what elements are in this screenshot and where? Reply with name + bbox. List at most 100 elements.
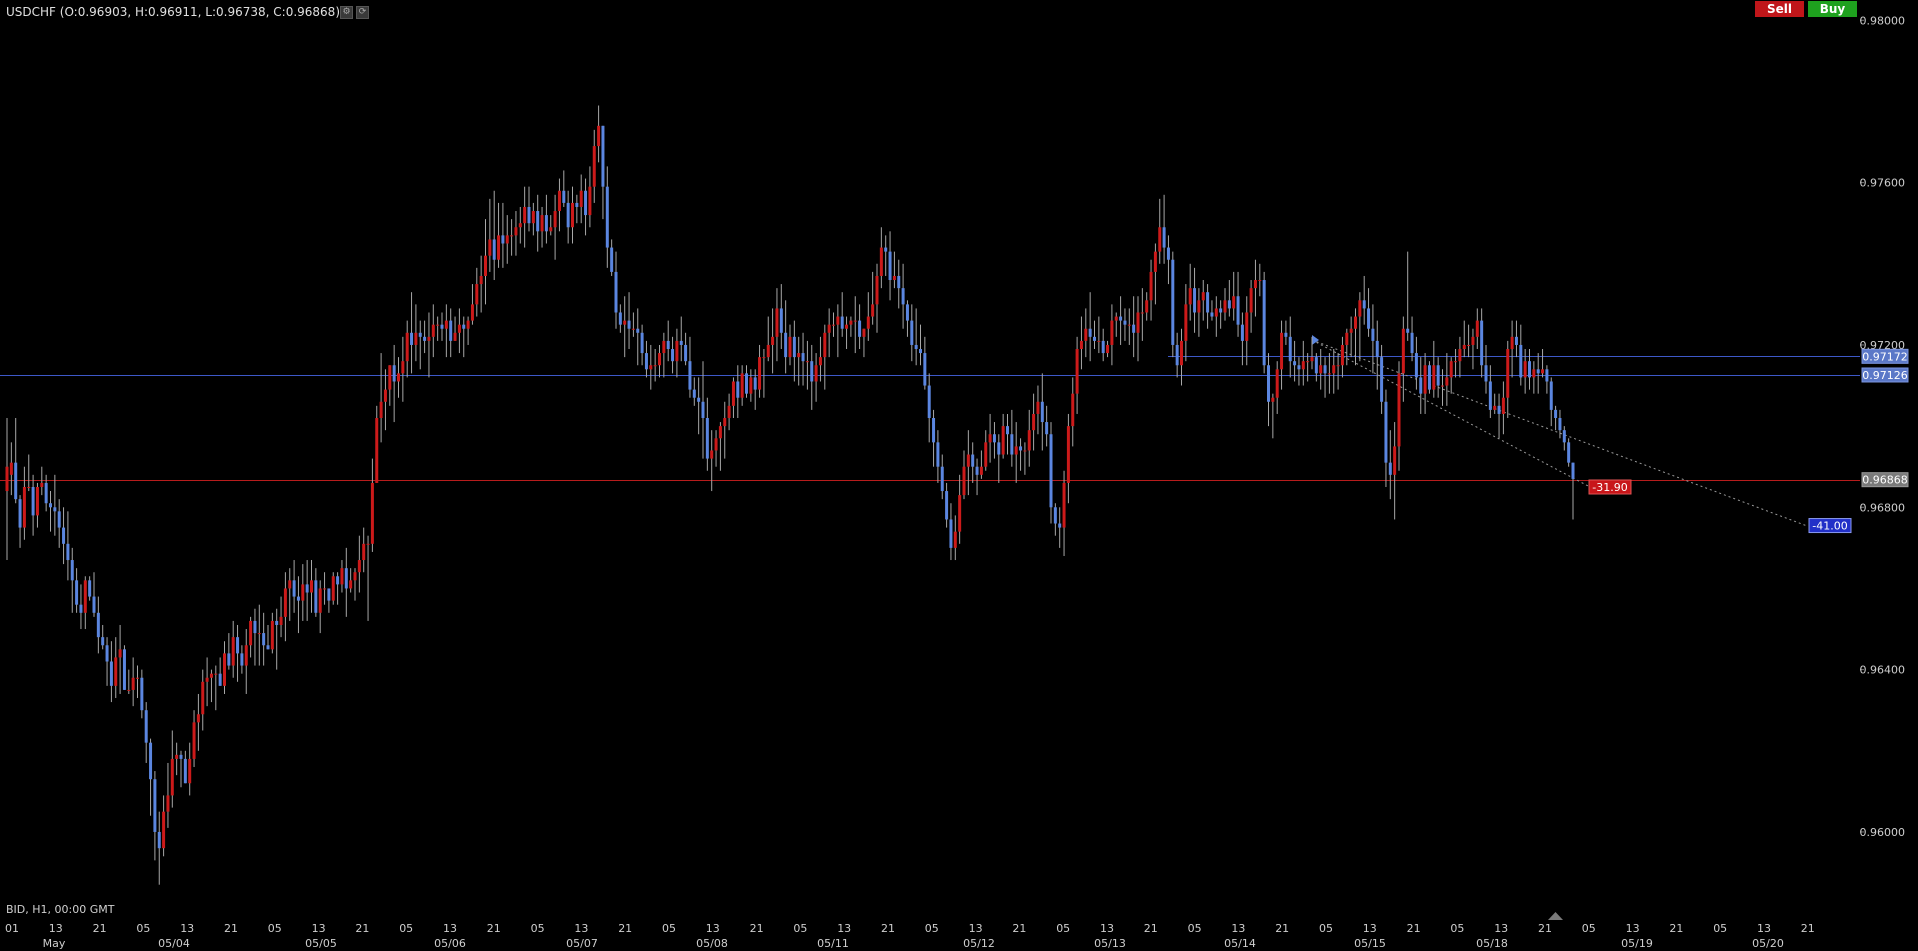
candle-body: [588, 186, 592, 216]
x-date-tick-label: 05/12: [963, 937, 995, 950]
candle-body: [275, 620, 279, 625]
candle-body: [762, 357, 766, 359]
candle-body: [1549, 381, 1553, 410]
candle-body: [562, 190, 566, 203]
candle-body: [1319, 365, 1323, 374]
candle-body: [453, 332, 457, 341]
candle-body: [436, 324, 440, 326]
candle-body: [927, 385, 931, 419]
candle-body: [553, 211, 557, 228]
candle-body: [727, 405, 731, 419]
x-hour-tick-label: 21: [1144, 922, 1158, 935]
candle-body: [714, 438, 718, 451]
candle-body: [340, 568, 344, 585]
candle-body: [1332, 365, 1336, 374]
x-date-tick-label: 05/05: [305, 937, 337, 950]
x-hour-tick-label: 21: [1538, 922, 1552, 935]
sell-button[interactable]: Sell: [1755, 1, 1804, 17]
x-hour-tick-label: 05: [1582, 922, 1596, 935]
x-hour-tick-label: 21: [1012, 922, 1026, 935]
candle-body: [101, 637, 105, 646]
candle-body: [288, 580, 292, 589]
anchor-marker-icon: [1312, 335, 1319, 345]
measure-badge: [1808, 518, 1852, 534]
candle-body: [1175, 344, 1179, 366]
candle-body: [188, 758, 192, 784]
candle-body: [236, 637, 240, 654]
candle-body: [14, 462, 18, 500]
candle-body: [1162, 227, 1166, 248]
candle-body: [1145, 300, 1149, 313]
candle-body: [605, 186, 609, 248]
price-level-tag: [1861, 367, 1909, 383]
candle-body: [1166, 247, 1170, 260]
candle-body: [1336, 365, 1340, 367]
candle-body: [801, 353, 805, 362]
candle-body: [5, 466, 9, 492]
candle-body: [144, 710, 148, 743]
candle-body: [988, 434, 992, 443]
candle-body: [710, 450, 714, 459]
candle-body: [1075, 349, 1079, 394]
x-date-tick-label: 05/15: [1354, 937, 1386, 950]
candle-body: [623, 320, 627, 325]
candle-body: [1158, 227, 1162, 252]
x-hour-tick-label: 13: [1626, 922, 1640, 935]
candle-body: [18, 499, 22, 528]
candle-body: [457, 324, 461, 333]
candle-body: [1253, 280, 1257, 289]
candle-body: [223, 653, 226, 686]
candle-body: [940, 466, 944, 492]
candle-body: [514, 227, 518, 236]
candle-body: [388, 365, 392, 390]
candle-body: [136, 677, 139, 679]
candle-body: [1493, 405, 1497, 410]
x-hour-tick-label: 13: [837, 922, 851, 935]
candle-body: [57, 511, 61, 528]
candle-body: [444, 320, 448, 329]
candle-body: [1506, 349, 1510, 398]
candle-body: [105, 645, 109, 662]
candle-body: [1558, 418, 1562, 431]
candle-body: [118, 649, 122, 658]
chart-settings-icon[interactable]: ⚙: [340, 6, 353, 19]
candle-body: [892, 275, 896, 281]
x-hour-tick-label: 05: [136, 922, 150, 935]
candle-body: [53, 507, 57, 512]
candle-body: [614, 271, 618, 313]
buy-button[interactable]: Buy: [1808, 1, 1857, 17]
candle-body: [805, 361, 809, 363]
candle-body: [775, 308, 779, 337]
x-date-tick-label: 05/14: [1224, 937, 1256, 950]
candle-body: [1432, 365, 1436, 390]
candle-body: [27, 486, 31, 488]
candle-body: [79, 604, 83, 613]
candle-body: [370, 482, 374, 544]
candle-body: [1497, 405, 1501, 414]
chart-refresh-icon[interactable]: ⟳: [356, 6, 369, 19]
candle-body: [518, 223, 522, 228]
candle-body: [418, 332, 422, 337]
x-hour-tick-label: 21: [750, 922, 764, 935]
price-level-tag-label: 0.97172: [1862, 350, 1908, 363]
candle-body: [797, 353, 801, 358]
candle-body: [153, 779, 157, 832]
x-date-tick-label: 05/18: [1476, 937, 1508, 950]
candle-body: [192, 722, 196, 759]
candle-body: [905, 304, 909, 321]
candle-body: [166, 795, 170, 812]
candle-body: [597, 125, 601, 147]
y-tick-label: 0.97600: [1860, 177, 1906, 190]
x-hour-tick-label: 21: [881, 922, 895, 935]
candle-body: [1206, 292, 1210, 313]
candle-body: [1271, 397, 1275, 402]
candle-body: [1184, 304, 1188, 341]
candle-body: [392, 365, 396, 382]
candle-body: [1406, 328, 1410, 333]
candle-body: [1293, 361, 1297, 366]
candle-body: [1567, 442, 1571, 463]
candle-body: [66, 543, 70, 561]
x-hour-tick-label: 21: [487, 922, 501, 935]
candle-body: [636, 328, 640, 333]
